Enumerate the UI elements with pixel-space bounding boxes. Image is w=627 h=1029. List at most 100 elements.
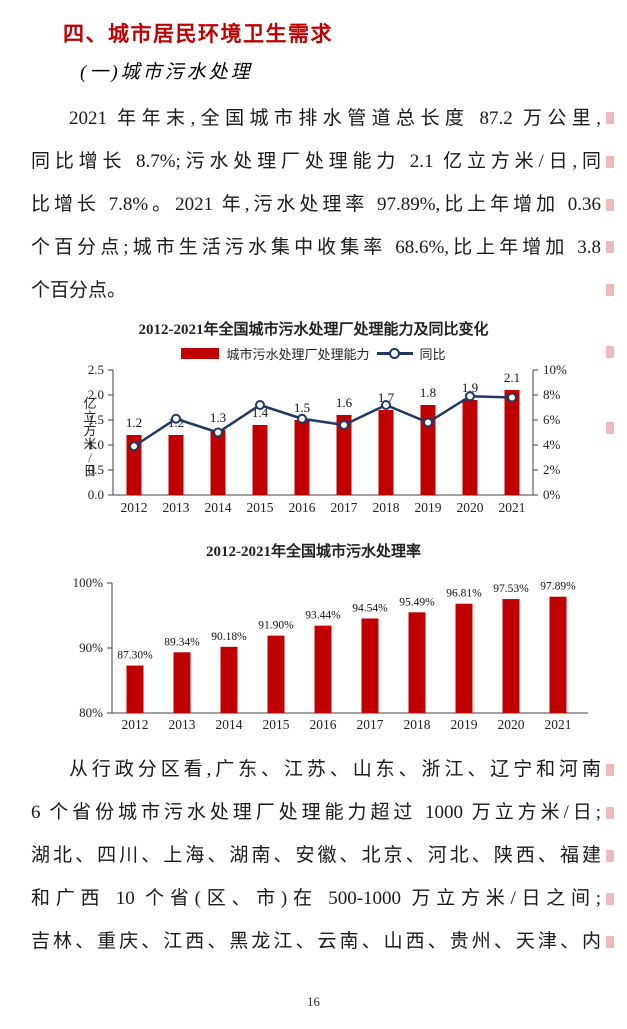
y-tick-label: 80% xyxy=(79,705,103,720)
x-tick-label: 2021 xyxy=(499,500,526,515)
yoy-marker xyxy=(213,427,223,438)
rate-bar xyxy=(173,652,191,713)
bar-value-label: 95.49% xyxy=(399,596,435,608)
x-tick-label: 2013 xyxy=(169,717,196,732)
legend-line-marker xyxy=(388,348,400,359)
bar-value-label: 91.90% xyxy=(258,620,294,632)
rate-bar xyxy=(267,635,285,713)
bar-value-label: 1.5 xyxy=(294,400,310,415)
subsection-heading: (一)城市污水处理 xyxy=(80,62,253,83)
text-line: 同比增长 8.7%;污水处理厂处理能力 2.1 亿立方米/日,同 xyxy=(31,151,601,172)
bar-value-label: 1.9 xyxy=(462,380,478,395)
paragraph-province-ranking: 从行政分区看,广东、江苏、山东、浙江、辽宁和河南 6 个省份城市污水处理厂处理能… xyxy=(31,748,601,963)
margin-mark xyxy=(606,936,614,948)
text-line: 个百分点。 xyxy=(31,280,127,301)
legend-line-label: 同比 xyxy=(419,347,446,362)
text-line: 湖北、四川、上海、湖南、安徽、北京、河北、陕西、福建 xyxy=(31,845,601,866)
bar-value-label: 2.1 xyxy=(504,370,520,385)
right-tick-label: 10% xyxy=(543,362,567,377)
yoy-line xyxy=(133,394,513,448)
left-tick-label: 1.5 xyxy=(88,412,104,427)
rate-bar xyxy=(408,612,426,713)
capacity-bar xyxy=(378,410,394,495)
left-axis-title-char: 方 xyxy=(83,423,96,438)
x-tick-label: 2017 xyxy=(357,717,384,732)
margin-mark xyxy=(606,156,614,168)
x-tick-label: 2019 xyxy=(451,717,478,732)
bar-value-label: 94.54% xyxy=(352,602,388,614)
bar-value-label: 93.44% xyxy=(305,610,341,622)
rate-bar xyxy=(549,596,567,713)
rate-bar xyxy=(220,646,238,713)
margin-mark xyxy=(606,764,614,776)
bar-value-label: 1.7 xyxy=(378,390,395,405)
x-tick-label: 2012 xyxy=(122,717,149,732)
left-axis-title-char: 立 xyxy=(83,410,96,425)
yoy-marker xyxy=(423,417,433,428)
yoy-marker xyxy=(381,400,391,410)
text-line: 6 个省份城市污水处理厂处理能力超过 1000 万立方米/日; xyxy=(31,802,601,823)
right-tick-label: 4% xyxy=(543,437,561,452)
rate-bar xyxy=(126,665,144,713)
left-tick-label: 0.0 xyxy=(88,487,104,502)
text-line: 比增长 7.8%。2021 年,污水处理率 97.89%,比上年增加 0.36 xyxy=(31,194,601,215)
bar-value-label: 97.53% xyxy=(493,583,529,595)
bar-value-label: 1.8 xyxy=(420,385,436,400)
margin-mark xyxy=(606,112,614,124)
right-tick-label: 6% xyxy=(543,412,561,427)
rate-bar xyxy=(361,618,379,713)
margin-mark xyxy=(606,850,614,862)
y-tick-label: 100% xyxy=(73,575,104,590)
right-tick-label: 2% xyxy=(543,462,561,477)
bar-value-label: 1.3 xyxy=(210,410,226,425)
x-tick-label: 2019 xyxy=(415,500,442,515)
x-tick-label: 2015 xyxy=(263,717,290,732)
capacity-bar xyxy=(168,435,184,495)
treatment-rate-chart: 100% 90% 80% 87.30% 2012 89.34% 2013 90.18% 2014… xyxy=(73,575,588,732)
legend-line-swatch xyxy=(376,348,413,359)
right-tick-label: 8% xyxy=(543,387,561,402)
yoy-marker xyxy=(465,391,475,402)
margin-mark xyxy=(606,807,614,819)
text-line: 从行政分区看,广东、江苏、山东、浙江、辽宁和河南 xyxy=(69,759,601,780)
left-tick-label: 1.0 xyxy=(88,437,104,452)
x-tick-label: 2016 xyxy=(289,500,316,515)
y-tick-label: 90% xyxy=(79,640,103,655)
yoy-marker xyxy=(507,392,517,403)
yoy-marker xyxy=(255,400,265,410)
margin-mark xyxy=(606,199,614,211)
left-axis-title-char: 米 xyxy=(83,437,96,452)
bar-value-label: 1.6 xyxy=(336,395,353,410)
x-tick-label: 2021 xyxy=(545,717,572,732)
chart1-legend: 城市污水处理厂处理能力 同比 xyxy=(0,344,627,363)
left-axis-title-char: 日 xyxy=(83,464,96,479)
yoy-marker xyxy=(171,413,181,424)
x-tick-label: 2014 xyxy=(205,500,232,515)
capacity-bar xyxy=(126,435,142,495)
x-tick-label: 2015 xyxy=(247,500,274,515)
x-tick-label: 2017 xyxy=(331,500,358,515)
text-line: 2021 年年末,全国城市排水管道总长度 87.2 万公里, xyxy=(69,108,601,129)
left-axis-title-char: 亿 xyxy=(83,396,96,411)
left-tick-label: 2.0 xyxy=(88,387,104,402)
x-tick-label: 2014 xyxy=(216,717,243,732)
margin-mark xyxy=(606,241,614,253)
rate-bar xyxy=(502,599,520,713)
left-axis-title-char: / xyxy=(88,450,92,465)
capacity-bar xyxy=(210,430,226,495)
x-tick-label: 2018 xyxy=(404,717,431,732)
chart1-title: 2012-2021年全国城市污水处理厂处理能力及同比变化 xyxy=(138,322,489,338)
x-tick-label: 2020 xyxy=(498,717,525,732)
text-line: 吉林、重庆、江西、黑龙江、云南、山西、贵州、天津、内 xyxy=(31,931,601,952)
x-tick-label: 2018 xyxy=(373,500,400,515)
capacity-bar xyxy=(252,425,268,495)
rate-bar xyxy=(455,603,473,713)
bar-value-label: 96.81% xyxy=(446,588,482,600)
capacity-bar xyxy=(336,415,352,495)
x-tick-label: 2013 xyxy=(163,500,190,515)
x-tick-label: 2016 xyxy=(310,717,337,732)
x-tick-label: 2020 xyxy=(457,500,484,515)
bar-value-label: 87.30% xyxy=(117,650,153,662)
paragraph-sewage-stats: 2021 年年末,全国城市排水管道总长度 87.2 万公里, 同比增长 8.7%… xyxy=(31,97,601,312)
